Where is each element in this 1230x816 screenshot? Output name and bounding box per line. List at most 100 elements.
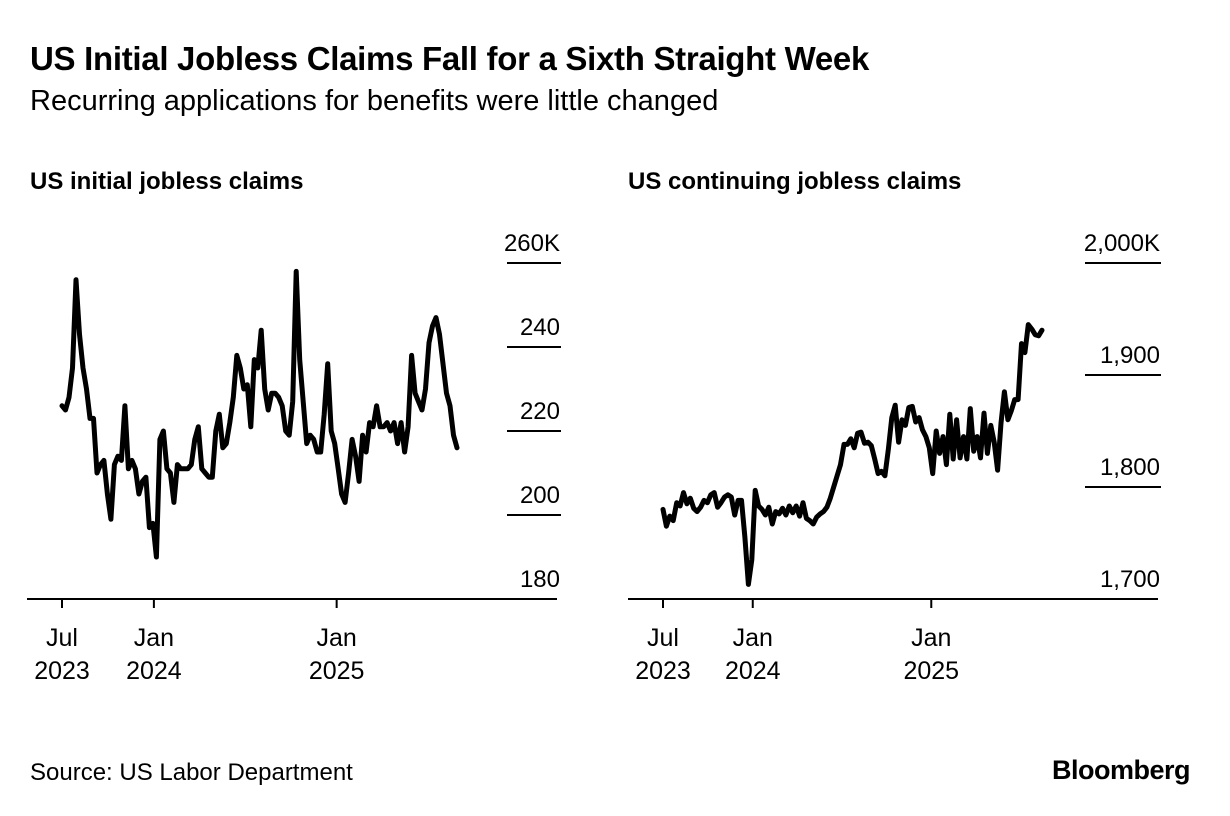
y-tick-label: 2,000K [1084, 230, 1160, 257]
data-point [1022, 350, 1027, 355]
data-point [951, 457, 956, 462]
data-point [777, 511, 782, 516]
data-point [1009, 408, 1014, 413]
data-point [695, 509, 700, 514]
page-subtitle: Recurring applications for benefits were… [30, 85, 719, 117]
data-point [1029, 327, 1034, 332]
data-point [944, 462, 949, 467]
x-tick-label-year: 2024 [126, 657, 182, 685]
data-point [705, 500, 710, 505]
data-point [678, 504, 683, 509]
data-point [978, 455, 983, 460]
data-point [879, 469, 884, 474]
data-point [790, 510, 795, 515]
data-point [882, 473, 887, 478]
data-point [886, 446, 891, 451]
data-point [801, 500, 806, 505]
data-point [712, 490, 717, 495]
data-point [872, 457, 877, 462]
continuing-claims-chart-title: US continuing jobless claims [628, 168, 962, 195]
data-point [859, 430, 864, 435]
data-point [811, 522, 816, 527]
x-tick-label-month: Jan [733, 624, 773, 652]
data-point [903, 423, 908, 428]
data-point [941, 434, 946, 439]
x-tick-label-year: 2023 [635, 657, 691, 685]
data-point [992, 440, 997, 445]
y-tick-label: 220 [520, 398, 560, 425]
data-point [869, 443, 874, 448]
data-point [958, 455, 963, 460]
x-tick-label-year: 2024 [725, 657, 781, 685]
data-point [715, 505, 720, 510]
data-point [763, 513, 768, 518]
data-point [947, 412, 952, 417]
x-tick-label-year: 2023 [34, 657, 90, 685]
y-tick-label: 1,800 [1100, 454, 1160, 481]
data-point [968, 406, 973, 411]
data-point [821, 509, 826, 514]
data-point [835, 473, 840, 478]
data-point [831, 485, 836, 490]
data-point [1019, 341, 1024, 346]
data-point [749, 557, 754, 562]
data-point [828, 496, 833, 501]
data-point [794, 504, 799, 509]
data-point [917, 415, 922, 420]
data-point [797, 514, 802, 519]
data-point [927, 445, 932, 450]
data-point [664, 524, 669, 529]
y-tick-label: 200 [520, 482, 560, 509]
data-point [920, 427, 925, 432]
data-point [667, 514, 672, 519]
data-point [961, 434, 966, 439]
x-tick-label-month: Jan [316, 624, 356, 652]
source-note: Source: US Labor Department [30, 759, 353, 786]
x-tick-label-year: 2025 [903, 657, 959, 685]
data-point [1036, 333, 1041, 338]
y-tick-label: 1,900 [1100, 342, 1160, 369]
data-point [971, 449, 976, 454]
data-point [975, 434, 980, 439]
data-point [1002, 389, 1007, 394]
y-tick-label: 1,700 [1100, 566, 1160, 593]
data-point [913, 420, 918, 425]
data-point [900, 417, 905, 422]
data-point [852, 445, 857, 450]
data-point [770, 522, 775, 527]
data-point [896, 440, 901, 445]
data-point [934, 429, 939, 434]
data-point [746, 582, 751, 587]
data-point [937, 451, 942, 456]
data-point [661, 507, 666, 512]
y-tick-label: 240 [520, 314, 560, 341]
y-tick-label: 180 [520, 566, 560, 593]
data-point [848, 436, 853, 441]
data-point [1040, 328, 1045, 333]
data-point [910, 404, 915, 409]
data-point [732, 513, 737, 518]
y-tick-label: 260K [504, 230, 560, 257]
x-tick-label-month: Jul [46, 624, 78, 652]
data-point [964, 457, 969, 462]
bloomberg-logo: Bloomberg [1051, 755, 1191, 785]
data-point [923, 434, 928, 439]
data-point [1026, 322, 1031, 327]
data-point [954, 417, 959, 422]
data-point [671, 518, 676, 523]
data-point [893, 403, 898, 408]
data-point [845, 442, 850, 447]
data-point [698, 505, 703, 510]
data-point [930, 471, 935, 476]
data-point [742, 535, 747, 540]
data-point [1016, 397, 1021, 402]
data-point [760, 507, 765, 512]
x-tick-label-month: Jan [134, 624, 174, 652]
data-point [982, 411, 987, 416]
x-tick-label-year: 2025 [309, 657, 365, 685]
data-point [753, 488, 758, 493]
data-point [838, 462, 843, 467]
data-point [889, 415, 894, 420]
data-point [688, 496, 693, 501]
